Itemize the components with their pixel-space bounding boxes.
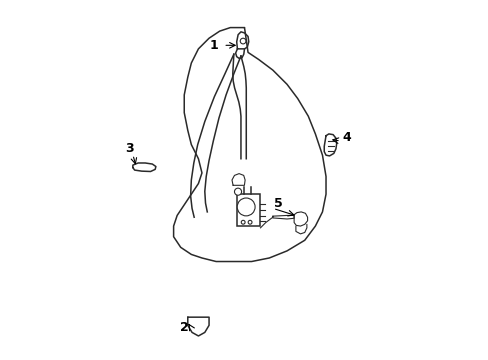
Polygon shape: [272, 215, 293, 219]
Circle shape: [241, 220, 244, 224]
Circle shape: [237, 198, 255, 216]
Polygon shape: [293, 212, 307, 226]
Bar: [237, 194, 260, 226]
Polygon shape: [187, 317, 209, 336]
Polygon shape: [236, 32, 248, 49]
Text: 5: 5: [273, 197, 282, 210]
Circle shape: [240, 38, 245, 44]
Circle shape: [248, 220, 251, 224]
Polygon shape: [324, 134, 336, 156]
Polygon shape: [133, 163, 156, 171]
Polygon shape: [235, 49, 244, 58]
Circle shape: [234, 188, 241, 195]
Text: 4: 4: [342, 131, 351, 144]
Text: 3: 3: [125, 141, 133, 154]
Text: 2: 2: [180, 321, 188, 334]
Polygon shape: [231, 174, 244, 185]
Text: 1: 1: [209, 39, 218, 52]
